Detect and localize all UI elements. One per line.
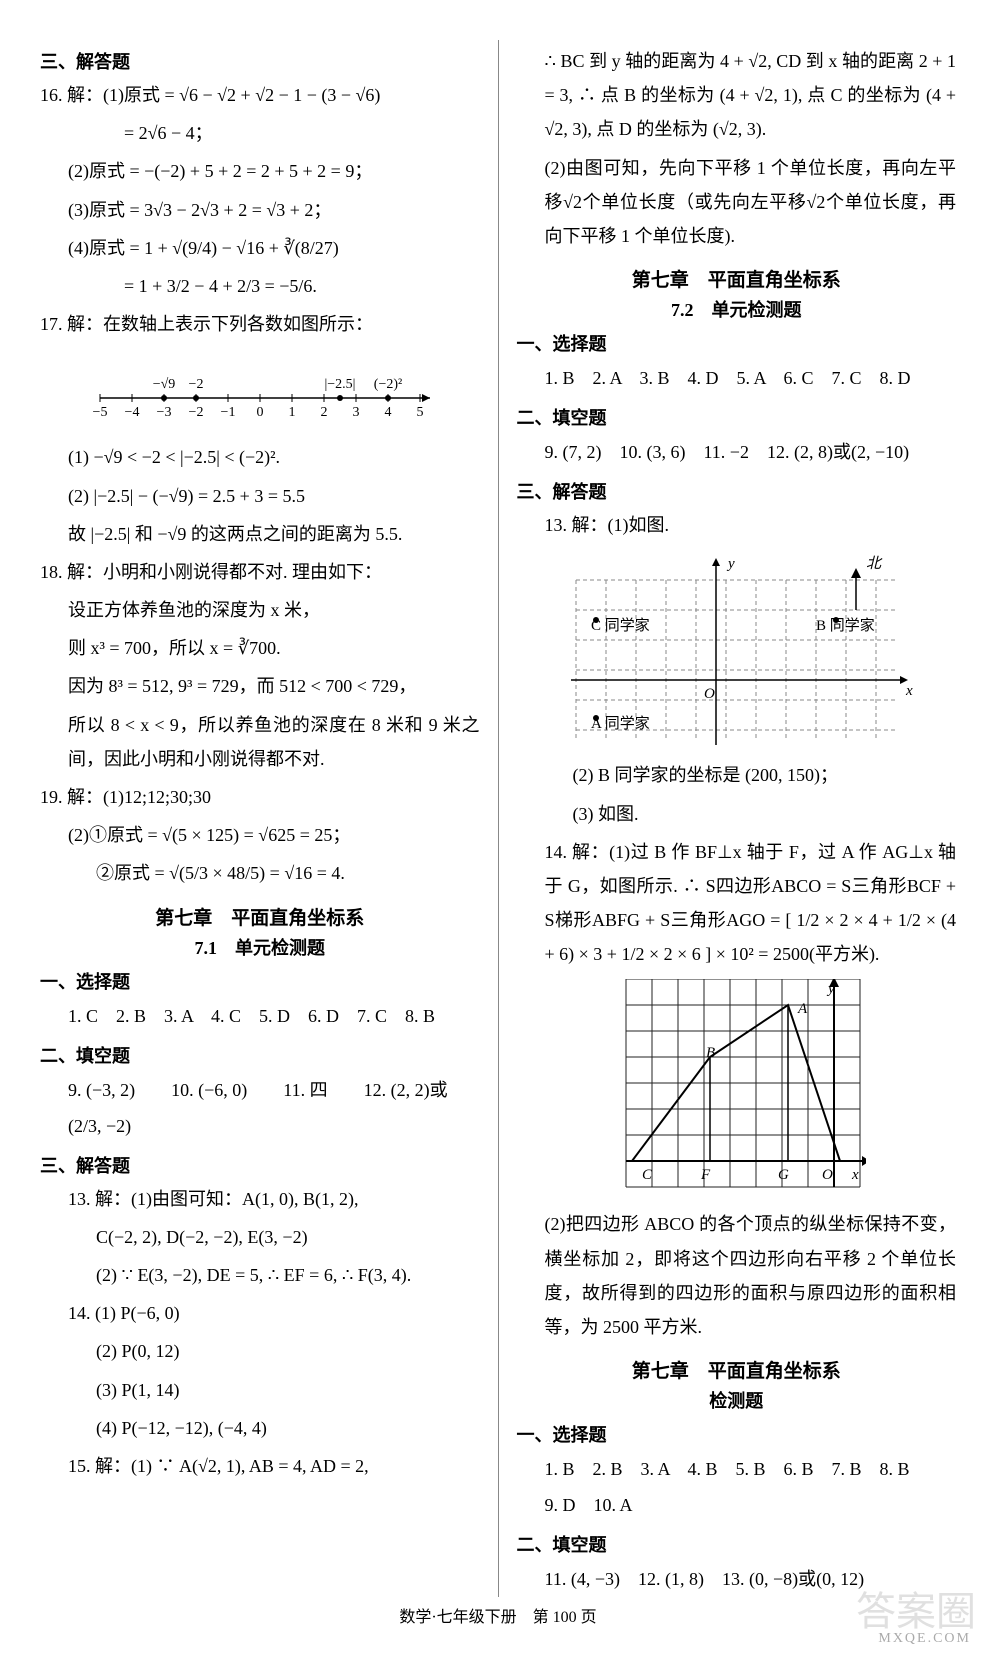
chart2-svg: y x A B C F G O [606, 979, 866, 1199]
right-column: ∴ BC 到 y 轴的距离为 4 + √2, CD 到 x 轴的距离 2 + 1… [499, 40, 967, 1597]
ch7-sub3: 检测题 [517, 1387, 957, 1413]
svg-text:x: x [851, 1167, 859, 1183]
svg-text:(−2)²: (−2)² [374, 377, 402, 392]
p18-b: 则 x³ = 700，所以 x = ∛700. [40, 631, 480, 665]
page-footer: 数学·七年级下册 第 100 页 [0, 1603, 996, 1627]
p14-1: 14. (1) P(−6, 0) [40, 1296, 480, 1330]
section-san-jieda-2: 三、解答题 [40, 1152, 480, 1178]
number-line-svg: −5 −4 −3 −2 −1 0 1 2 3 4 5 −√9 −2 |−2.5| (−2)² [80, 353, 440, 423]
tiankong-7-1: 9. (−3, 2) 10. (−6, 0) 11. 四 12. (2, 2)或… [40, 1072, 480, 1144]
p17-2: (2) |−2.5| − (−√9) = 2.5 + 3 = 5.5 [40, 479, 480, 513]
svg-text:−4: −4 [125, 405, 140, 420]
svg-text:3: 3 [353, 405, 360, 420]
p13-intro-r: 13. 解：(1)如图. [517, 508, 957, 542]
ch7-title-2: 第七章 平面直角坐标系 [517, 265, 957, 292]
xuanze-7-3b: 9. D 10. A [517, 1487, 957, 1523]
left-column: 三、解答题 16. 解：(1)原式 = √6 − √2 + √2 − 1 − (… [30, 40, 498, 1597]
svg-text:−2: −2 [189, 405, 204, 420]
svg-text:0: 0 [257, 405, 264, 420]
p13-3-r: (3) 如图. [517, 797, 957, 831]
p19-2b: ②原式 = √(5/3 × 48/5) = √16 = 4. [40, 856, 480, 890]
p16-4b: = 1 + 3/2 − 4 + 2/3 = −5/6. [40, 269, 480, 303]
p17-end: 故 |−2.5| 和 −√9 的这两点之间的距离为 5.5. [40, 517, 480, 551]
svg-text:y: y [726, 556, 735, 572]
xuanze-7-1: 1. C 2. B 3. A 4. C 5. D 6. D 7. C 8. B [40, 998, 480, 1034]
p17-intro: 17. 解：在数轴上表示下列各数如图所示： [40, 307, 480, 341]
xuanze-7-3a: 1. B 2. B 3. A 4. B 5. B 6. B 7. B 8. B [517, 1451, 957, 1487]
p18-a: 设正方体养鱼池的深度为 x 米， [40, 593, 480, 627]
section-san-jieda-3: 三、解答题 [517, 478, 957, 504]
svg-text:1: 1 [289, 405, 296, 420]
p16-1a: 16. 解：(1)原式 = √6 − √2 + √2 − 1 − (3 − √6… [40, 78, 480, 112]
p14-2-r: (2)把四边形 ABCO 的各个顶点的纵坐标保持不变，横坐标加 2，即将这个四边… [517, 1207, 957, 1344]
svg-text:5: 5 [417, 405, 424, 420]
svg-text:x: x [905, 683, 913, 699]
p13-2-r: (2) B 同学家的坐标是 (200, 150)； [517, 758, 957, 792]
svg-text:O: O [704, 686, 715, 702]
p18-d: 所以 8 < x < 9，所以养鱼池的深度在 8 米和 9 米之间，因此小明和小… [40, 708, 480, 776]
watermark-url: MXQE.COM [878, 1631, 971, 1647]
ch7-title-1: 第七章 平面直角坐标系 [40, 903, 480, 930]
ch7-sub2: 7.2 单元检测题 [517, 296, 957, 322]
p18-intro: 18. 解：小明和小刚说得都不对. 理由如下： [40, 555, 480, 589]
svg-text:B 同学家: B 同学家 [816, 617, 875, 634]
p14-4: (4) P(−12, −12), (−4, 4) [40, 1411, 480, 1445]
svg-text:−3: −3 [157, 405, 172, 420]
svg-text:2: 2 [321, 405, 328, 420]
svg-text:C 同学家: C 同学家 [591, 617, 650, 634]
xuanze-7-2: 1. B 2. A 3. B 4. D 5. A 6. C 7. C 8. D [517, 360, 957, 396]
p14-intro-r: 14. 解：(1)过 B 作 BF⊥x 轴于 F，过 A 作 AG⊥x 轴于 G… [517, 835, 957, 972]
p14-2: (2) P(0, 12) [40, 1334, 480, 1368]
section-xuanze-2: 一、选择题 [517, 330, 957, 356]
p17-1: (1) −√9 < −2 < |−2.5| < (−2)². [40, 440, 480, 474]
svg-text:−5: −5 [93, 405, 108, 420]
cont-b: (2)由图可知，先向下平移 1 个单位长度，再向左平移√2个单位长度（或先向左平… [517, 151, 957, 254]
chart1-svg: y 北 x O C 同学家 B 同学家 A 同学家 [556, 550, 916, 750]
p13-2: C(−2, 2), D(−2, −2), E(3, −2) [40, 1220, 480, 1254]
svg-text:A: A [797, 1001, 808, 1017]
svg-text:−1: −1 [221, 405, 236, 420]
svg-text:O: O [822, 1167, 833, 1183]
svg-text:C: C [642, 1167, 653, 1183]
p16-3: (3)原式 = 3√3 − 2√3 + 2 = √3 + 2； [40, 193, 480, 227]
svg-text:G: G [778, 1167, 789, 1183]
section-tiankong-2: 二、填空题 [517, 404, 957, 430]
section-xuanze-1: 一、选择题 [40, 968, 480, 994]
section-san-jieda: 三、解答题 [40, 48, 480, 74]
svg-text:北: 北 [866, 555, 883, 572]
svg-text:B: B [706, 1045, 715, 1061]
svg-text:|−2.5|: |−2.5| [324, 377, 355, 392]
section-tiankong-3: 二、填空题 [517, 1531, 957, 1557]
tiankong-7-2: 9. (7, 2) 10. (3, 6) 11. −2 12. (2, 8)或(… [517, 434, 957, 470]
p19-2a: (2)①原式 = √(5 × 125) = √625 = 25； [40, 818, 480, 852]
svg-text:y: y [826, 981, 835, 997]
p16-1b: = 2√6 − 4； [40, 116, 480, 150]
ch7-title-3: 第七章 平面直角坐标系 [517, 1356, 957, 1383]
svg-text:A 同学家: A 同学家 [591, 715, 650, 732]
p16-4a: (4)原式 = 1 + √(9/4) − √16 + ∛(8/27) [40, 231, 480, 265]
page: 三、解答题 16. 解：(1)原式 = √6 − √2 + √2 − 1 − (… [0, 0, 996, 1657]
svg-text:−√9: −√9 [153, 377, 176, 392]
p16-2: (2)原式 = −(−2) + 5 + 2 = 2 + 5 + 2 = 9； [40, 154, 480, 188]
p19-1: 19. 解：(1)12;12;30;30 [40, 780, 480, 814]
p13-3: (2) ∵ E(3, −2), DE = 5, ∴ EF = 6, ∴ F(3,… [40, 1258, 480, 1292]
section-xuanze-3: 一、选择题 [517, 1421, 957, 1447]
svg-text:F: F [700, 1167, 711, 1183]
p14-3: (3) P(1, 14) [40, 1373, 480, 1407]
tiankong-7-3: 11. (4, −3) 12. (1, 8) 13. (0, −8)或(0, 1… [517, 1561, 957, 1597]
p13-1: 13. 解：(1)由图可知：A(1, 0), B(1, 2), [40, 1182, 480, 1216]
p15: 15. 解：(1) ∵ A(√2, 1), AB = 4, AD = 2, [40, 1449, 480, 1483]
ch7-sub1: 7.1 单元检测题 [40, 934, 480, 960]
svg-text:4: 4 [385, 405, 392, 420]
p18-c: 因为 8³ = 512, 9³ = 729，而 512 < 700 < 729， [40, 669, 480, 703]
svg-text:−2: −2 [189, 377, 204, 392]
section-tiankong-1: 二、填空题 [40, 1042, 480, 1068]
cont-a: ∴ BC 到 y 轴的距离为 4 + √2, CD 到 x 轴的距离 2 + 1… [517, 44, 957, 147]
